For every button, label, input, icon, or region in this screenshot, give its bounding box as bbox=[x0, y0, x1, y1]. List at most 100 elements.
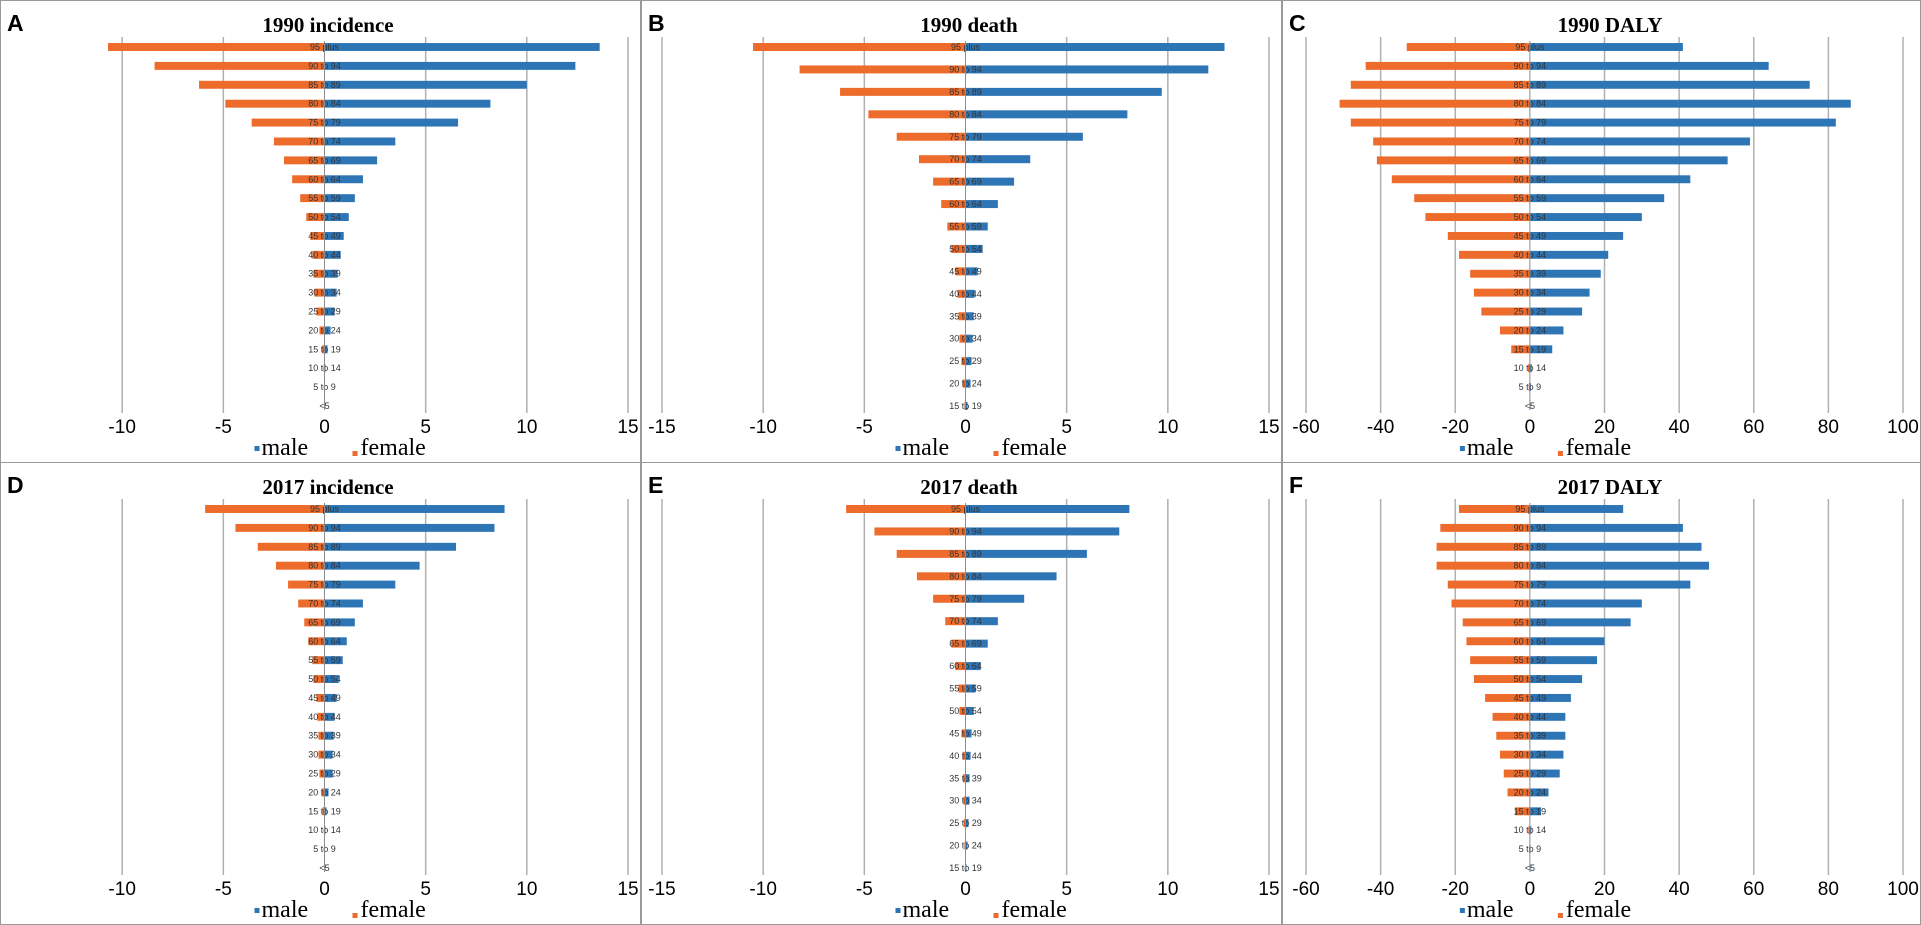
female-bar bbox=[1514, 807, 1530, 816]
panel-c: C 1990 DALY 95 plus 90 to 94 85 to 89 80 to 8… bbox=[1282, 0, 1921, 463]
male-bar bbox=[324, 637, 347, 646]
male-bar bbox=[965, 729, 972, 738]
female-bar bbox=[896, 132, 966, 141]
legend-female-label: female bbox=[1566, 435, 1631, 461]
tick-label: -10 bbox=[749, 879, 776, 900]
chart-title: 2017 death bbox=[920, 475, 1018, 499]
male-bar bbox=[965, 527, 1120, 536]
female-bar bbox=[1436, 542, 1530, 551]
female-bar bbox=[1425, 213, 1530, 222]
panel-letter: A bbox=[7, 10, 24, 36]
female-bar bbox=[846, 505, 966, 513]
female-bar bbox=[235, 523, 325, 532]
female-bar bbox=[959, 706, 966, 715]
tick-label: -15 bbox=[648, 417, 675, 438]
female-bar bbox=[1458, 250, 1530, 259]
female-bar bbox=[313, 269, 325, 278]
female-bar bbox=[1481, 307, 1530, 316]
tick-label: 40 bbox=[1669, 879, 1690, 900]
male-bar bbox=[324, 769, 333, 778]
female-bar bbox=[316, 693, 325, 702]
female-bar bbox=[292, 175, 325, 184]
legend-male-label: male bbox=[262, 897, 309, 923]
female-bar bbox=[963, 819, 966, 828]
male-bar bbox=[324, 750, 333, 759]
male-bar bbox=[1529, 580, 1691, 589]
female-bar bbox=[1470, 656, 1530, 665]
female-bar bbox=[317, 712, 325, 721]
male-bar bbox=[965, 267, 978, 276]
male-bar bbox=[1529, 99, 1851, 108]
female-bar bbox=[1391, 175, 1530, 184]
legend-female-swatch bbox=[1557, 451, 1563, 456]
tick-label: 100 bbox=[1887, 879, 1919, 900]
legend-female-label: female bbox=[361, 897, 426, 923]
female-bar bbox=[1440, 523, 1530, 532]
male-bar bbox=[1529, 194, 1665, 203]
legend-female-swatch bbox=[1557, 913, 1563, 918]
female-bar bbox=[964, 402, 966, 410]
tick-label: -10 bbox=[108, 879, 135, 900]
female-bar bbox=[298, 599, 325, 608]
male-bar bbox=[965, 819, 969, 828]
male-bar bbox=[1529, 637, 1605, 646]
panel-letter: D bbox=[7, 472, 24, 498]
female-bar bbox=[962, 379, 966, 388]
male-bar bbox=[965, 132, 1083, 141]
male-bar bbox=[324, 656, 343, 665]
legend-male-swatch bbox=[254, 908, 260, 913]
female-bar bbox=[963, 796, 966, 805]
female-bar bbox=[1507, 788, 1530, 797]
male-bar bbox=[324, 580, 396, 589]
female-bar bbox=[1503, 769, 1530, 778]
female-bar bbox=[1451, 599, 1530, 608]
male-bar bbox=[965, 684, 976, 693]
female-bar bbox=[896, 549, 966, 558]
female-bar bbox=[1466, 637, 1530, 646]
legend-male-swatch bbox=[895, 908, 901, 913]
male-bar bbox=[965, 244, 983, 253]
tick-label: 20 bbox=[1594, 417, 1615, 438]
male-bar bbox=[965, 155, 1031, 164]
male-bar bbox=[324, 505, 505, 513]
female-bar bbox=[1350, 80, 1530, 89]
tick-label: 15 bbox=[1258, 879, 1279, 900]
legend-male-label: male bbox=[903, 897, 950, 923]
male-bar bbox=[324, 675, 339, 684]
female-bar bbox=[1473, 288, 1530, 297]
female-bar bbox=[1350, 118, 1530, 127]
female-bar bbox=[225, 99, 325, 108]
female-bar bbox=[961, 729, 966, 738]
male-bar bbox=[1529, 807, 1542, 816]
tick-label: -10 bbox=[749, 417, 776, 438]
female-bar bbox=[312, 656, 325, 665]
male-bar bbox=[324, 731, 334, 740]
male-bar bbox=[1529, 43, 1683, 51]
male-bar bbox=[965, 796, 970, 805]
male-bar bbox=[324, 523, 495, 532]
tick-label: 10 bbox=[516, 879, 537, 900]
tick-label: 60 bbox=[1743, 417, 1764, 438]
legend-male-swatch bbox=[1459, 446, 1465, 451]
male-bar bbox=[965, 222, 988, 231]
male-bar bbox=[1529, 213, 1642, 222]
male-bar bbox=[965, 706, 974, 715]
tick-label: -5 bbox=[215, 879, 232, 900]
female-bar bbox=[300, 194, 325, 203]
female-bar bbox=[1447, 580, 1530, 589]
legend-male-label: male bbox=[1467, 897, 1514, 923]
male-bar bbox=[1529, 137, 1751, 146]
male-bar bbox=[324, 693, 337, 702]
female-bar bbox=[288, 580, 325, 589]
female-bar bbox=[945, 617, 966, 626]
female-bar bbox=[322, 807, 325, 816]
female-bar bbox=[321, 788, 325, 797]
male-bar bbox=[1529, 364, 1532, 373]
tick-label: 0 bbox=[960, 879, 971, 900]
female-bar bbox=[1436, 561, 1530, 570]
male-bar bbox=[1529, 656, 1598, 665]
